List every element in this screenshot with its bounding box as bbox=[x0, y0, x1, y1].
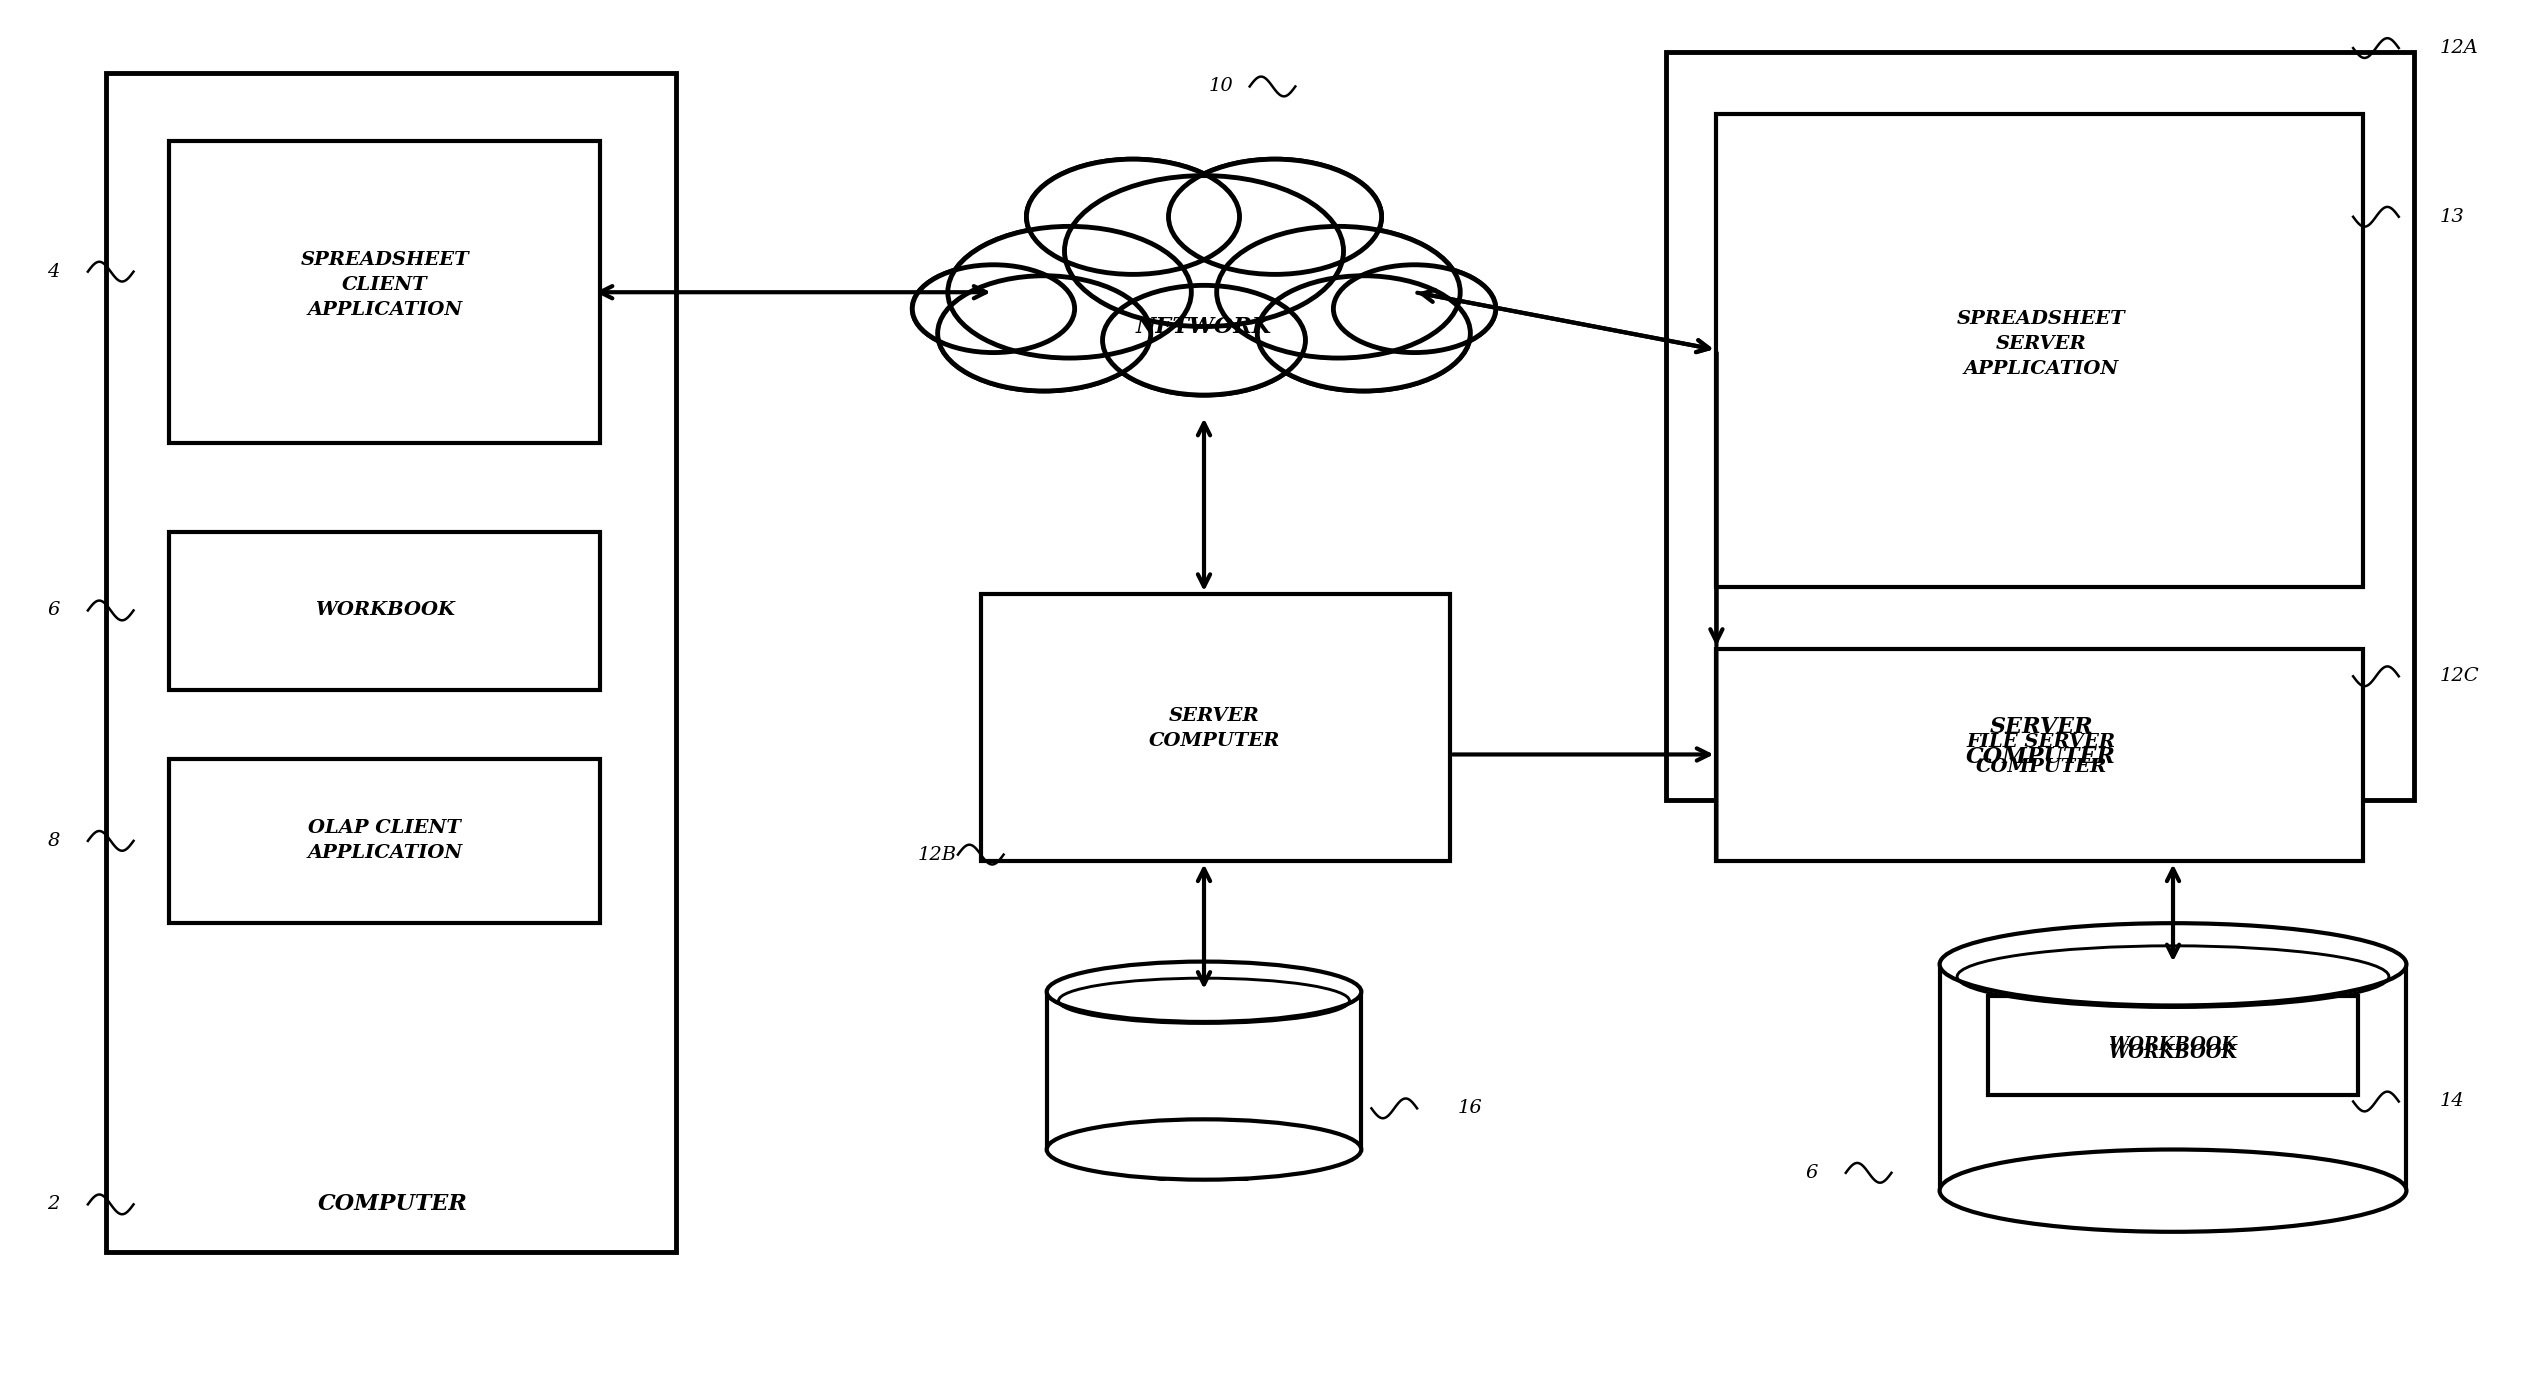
Text: SERVER
COMPUTER: SERVER COMPUTER bbox=[1967, 716, 2115, 769]
Text: NETWORK: NETWORK bbox=[1135, 316, 1272, 338]
Text: WORKBOOK: WORKBOOK bbox=[316, 602, 456, 620]
Bar bbox=[168, 759, 601, 923]
Bar bbox=[1988, 996, 2359, 1094]
Bar bbox=[168, 533, 601, 690]
Ellipse shape bbox=[1046, 1119, 1362, 1180]
Text: 8: 8 bbox=[48, 832, 59, 850]
Circle shape bbox=[1064, 175, 1344, 327]
Circle shape bbox=[1217, 226, 1461, 357]
Text: SPREADSHEET
CLIENT
APPLICATION: SPREADSHEET CLIENT APPLICATION bbox=[300, 251, 468, 319]
Text: FILE SERVER
COMPUTER: FILE SERVER COMPUTER bbox=[1967, 733, 2115, 776]
Circle shape bbox=[1026, 159, 1239, 275]
Bar bbox=[168, 141, 601, 443]
Circle shape bbox=[1334, 265, 1496, 352]
Text: 4: 4 bbox=[48, 262, 59, 280]
Circle shape bbox=[947, 226, 1191, 357]
Bar bbox=[1939, 965, 2408, 1191]
Text: 6: 6 bbox=[48, 602, 59, 620]
Text: 12B: 12B bbox=[916, 846, 957, 864]
Circle shape bbox=[1257, 276, 1471, 391]
Circle shape bbox=[1334, 265, 1496, 352]
Circle shape bbox=[1168, 159, 1382, 275]
Circle shape bbox=[1257, 276, 1471, 391]
Bar bbox=[1046, 992, 1362, 1150]
Text: 14: 14 bbox=[2438, 1093, 2464, 1111]
Text: WORKBOOK: WORKBOOK bbox=[2107, 1036, 2237, 1054]
Text: DATA
SOURCE: DATA SOURCE bbox=[1155, 1141, 1252, 1184]
Text: 6: 6 bbox=[1804, 1163, 1817, 1181]
Bar bbox=[1715, 115, 2364, 586]
Bar bbox=[980, 593, 1451, 861]
Text: 13: 13 bbox=[2438, 208, 2464, 226]
Text: COMPUTER: COMPUTER bbox=[318, 1194, 468, 1216]
Text: SPREADSHEET
SERVER
APPLICATION: SPREADSHEET SERVER APPLICATION bbox=[1957, 310, 2125, 378]
Circle shape bbox=[911, 265, 1074, 352]
Text: 12C: 12C bbox=[2438, 668, 2479, 686]
Text: 16: 16 bbox=[1458, 1100, 1481, 1118]
Bar bbox=[1664, 52, 2415, 800]
Bar bbox=[1715, 649, 2364, 861]
Text: 10: 10 bbox=[1209, 77, 1234, 95]
Circle shape bbox=[1217, 226, 1461, 357]
Circle shape bbox=[937, 276, 1150, 391]
Text: WORKBOOK
REPOSITORY: WORKBOOK REPOSITORY bbox=[2100, 1190, 2247, 1232]
Circle shape bbox=[1026, 159, 1239, 275]
Circle shape bbox=[1064, 175, 1344, 327]
Ellipse shape bbox=[1939, 923, 2408, 1006]
Text: NETWORK: NETWORK bbox=[1135, 316, 1272, 338]
Text: 2: 2 bbox=[48, 1195, 59, 1213]
Text: SERVER
COMPUTER: SERVER COMPUTER bbox=[1148, 707, 1280, 749]
Circle shape bbox=[937, 276, 1150, 391]
Ellipse shape bbox=[1939, 1150, 2408, 1232]
Ellipse shape bbox=[1046, 962, 1362, 1023]
Circle shape bbox=[1102, 286, 1306, 395]
Circle shape bbox=[1168, 159, 1382, 275]
Circle shape bbox=[911, 265, 1074, 352]
Circle shape bbox=[1102, 286, 1306, 395]
Text: WORKBOOK: WORKBOOK bbox=[2107, 1045, 2237, 1063]
Circle shape bbox=[947, 226, 1191, 357]
Text: OLAP CLIENT
APPLICATION: OLAP CLIENT APPLICATION bbox=[308, 820, 463, 862]
Text: 12A: 12A bbox=[2438, 39, 2479, 57]
Bar bbox=[107, 73, 677, 1253]
